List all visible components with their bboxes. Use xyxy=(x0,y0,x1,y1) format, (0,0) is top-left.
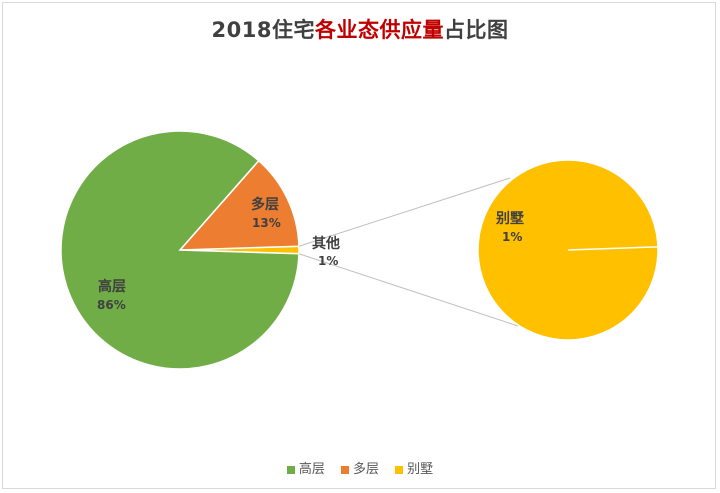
legend-swatch-multi-story xyxy=(340,465,349,474)
data-label-villa-pct: 1% xyxy=(502,230,522,244)
data-label-other-pct: 1% xyxy=(318,254,338,268)
legend-item-multi-story: 多层 xyxy=(340,458,379,477)
data-label-high-rise-name: 高层 xyxy=(98,278,126,295)
data-label-high-rise-pct: 86% xyxy=(97,298,126,312)
pie-slice-multi-story xyxy=(178,159,300,251)
chart-frame xyxy=(2,2,716,489)
data-label-multi-story-name: 多层 xyxy=(251,196,279,213)
legend-item-villa: 别墅 xyxy=(395,458,433,477)
secondary-pie-divider xyxy=(567,246,658,251)
title-prefix: 2018住宅 xyxy=(211,18,315,42)
legend-swatch-high-rise xyxy=(286,465,295,474)
pie-slice-high-rise xyxy=(60,130,300,370)
title-highlight: 各业态供应量 xyxy=(314,18,444,42)
legend-label-high-rise: 高层 xyxy=(298,462,325,477)
data-label-multi-story-pct: 13% xyxy=(252,216,281,230)
title-suffix: 占比图 xyxy=(443,18,509,42)
legend-label-villa: 别墅 xyxy=(407,462,434,477)
legend: 高层 多层 别墅 xyxy=(0,458,720,477)
data-label-other-name: 其他 xyxy=(312,235,340,252)
legend-item-high-rise: 高层 xyxy=(286,458,325,477)
chart-title: 2018住宅各业态供应量占比图 xyxy=(0,14,720,44)
data-label-villa-name: 别墅 xyxy=(495,210,524,227)
connector-line-top xyxy=(298,177,511,247)
legend-label-multi-story: 多层 xyxy=(352,462,379,477)
connector-line-bottom xyxy=(298,253,519,327)
legend-swatch-villa xyxy=(395,465,404,474)
